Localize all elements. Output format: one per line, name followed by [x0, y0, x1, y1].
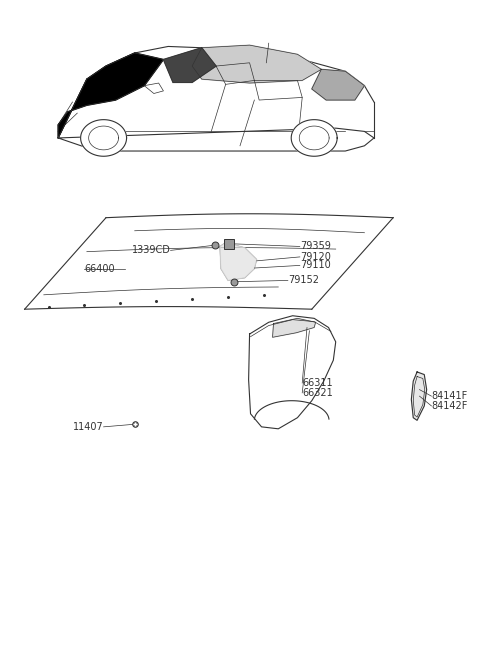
Polygon shape [220, 242, 257, 280]
Text: 84141F: 84141F [432, 391, 468, 401]
Text: 11407: 11407 [73, 422, 104, 432]
Text: 84142F: 84142F [432, 401, 468, 411]
Polygon shape [58, 53, 163, 138]
Polygon shape [411, 372, 427, 421]
Polygon shape [81, 120, 127, 157]
Text: 1339CD: 1339CD [132, 246, 170, 255]
Text: 66400: 66400 [84, 264, 115, 274]
Polygon shape [163, 48, 216, 83]
Text: 79359: 79359 [300, 242, 331, 252]
Text: 66311: 66311 [302, 378, 333, 388]
Text: 79110: 79110 [300, 261, 331, 271]
Polygon shape [273, 318, 316, 337]
Text: 66321: 66321 [302, 388, 333, 398]
Polygon shape [291, 120, 337, 157]
Text: 79152: 79152 [288, 276, 319, 286]
Polygon shape [192, 45, 322, 83]
Polygon shape [312, 69, 364, 100]
Text: 79120: 79120 [300, 252, 331, 262]
FancyBboxPatch shape [224, 238, 234, 249]
